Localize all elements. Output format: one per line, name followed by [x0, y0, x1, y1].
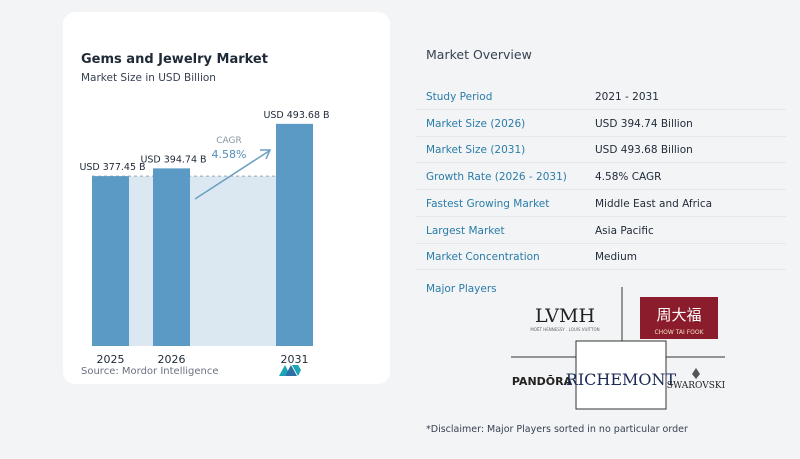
lvmh-logo-subtext: MOËT HENNESSY . LOUIS VUITTON	[530, 327, 599, 332]
market-overview-panel: Market Overview Study Period 2021 - 2031 M…	[415, 0, 800, 459]
overview-row: Market Size (2026) USD 394.74 Billion	[416, 111, 786, 137]
cagr-label: CAGR	[216, 136, 242, 146]
overview-row: Market Size (2031) USD 493.68 Billion	[416, 137, 786, 164]
overview-row-value: USD 394.74 Billion	[595, 117, 693, 130]
overview-row-value: 4.58% CAGR	[595, 171, 662, 184]
swarovski-logo: SWAROVSKI	[667, 381, 726, 391]
x-tick-2026: 2026	[158, 353, 186, 366]
mordor-logo-icon	[279, 365, 301, 376]
overview-row: Largest Market Asia Pacific	[416, 218, 786, 244]
chow-tai-fook-en-text: CHOW TAI FOOK	[654, 329, 704, 336]
cagr-value: 4.58%	[212, 148, 247, 161]
overview-row: Study Period 2021 - 2031	[416, 84, 786, 110]
overview-row-label: Market Size (2031)	[426, 144, 526, 157]
overview-row-label: Largest Market	[426, 224, 505, 237]
chart-card: Gems and Jewelry Market Market Size in U…	[63, 12, 390, 384]
chart-title: Gems and Jewelry Market	[81, 52, 268, 67]
overview-row-label: Market Concentration	[426, 251, 540, 264]
bar-2025	[92, 176, 129, 346]
swarovski-swan-icon	[692, 368, 700, 379]
overview-row-value: Medium	[595, 251, 637, 264]
overview-row-label: Fastest Growing Market	[426, 197, 550, 210]
chart-source: Source: Mordor Intelligence	[81, 366, 219, 377]
chow-tai-fook-cn-text: 周大福	[656, 306, 701, 324]
richemont-logo: RICHEMONT	[566, 370, 677, 389]
value-label-2031: USD 493.68 B	[263, 110, 329, 121]
disclaimer: *Disclaimer: Major Players sorted in no …	[426, 424, 688, 435]
overview-row: Market Concentration Medium	[416, 244, 786, 271]
overview-title: Market Overview	[426, 47, 532, 62]
overview-row: Fastest Growing Market Middle East and Af…	[416, 191, 786, 217]
value-label-2026: USD 394.74 B	[140, 154, 206, 165]
lvmh-logo: LVMH	[535, 305, 595, 327]
overview-row-value: 2021 - 2031	[595, 91, 659, 103]
value-label-2025: USD 377.45 B	[79, 162, 145, 173]
major-players-title: Major Players	[426, 283, 497, 295]
overview-row-value: Middle East and Africa	[595, 197, 713, 210]
overview-row-label: Growth Rate (2026 - 2031)	[426, 171, 567, 184]
bar-2026	[153, 168, 190, 346]
major-players-logos: LVMH MOËT HENNESSY . LOUIS VUITTON 周大福 C…	[511, 287, 726, 410]
overview-row: Growth Rate (2026 - 2031) 4.58% CAGR	[416, 164, 786, 191]
cagr-arrow-head	[260, 149, 272, 160]
bar-2031	[276, 123, 313, 347]
chow-tai-fook-logo	[640, 297, 718, 339]
overview-row-label: Market Size (2026)	[426, 117, 526, 130]
overview-row-label: Study Period	[426, 91, 493, 103]
x-tick-2031: 2031	[281, 353, 309, 366]
pandora-logo: PANDŌRA	[512, 375, 573, 388]
overview-row-value: Asia Pacific	[595, 224, 654, 237]
cagr-arrow	[194, 150, 270, 200]
overview-row-value: USD 493.68 Billion	[595, 144, 693, 157]
chart-subtitle: Market Size in USD Billion	[81, 72, 216, 84]
x-tick-2025: 2025	[97, 353, 125, 366]
